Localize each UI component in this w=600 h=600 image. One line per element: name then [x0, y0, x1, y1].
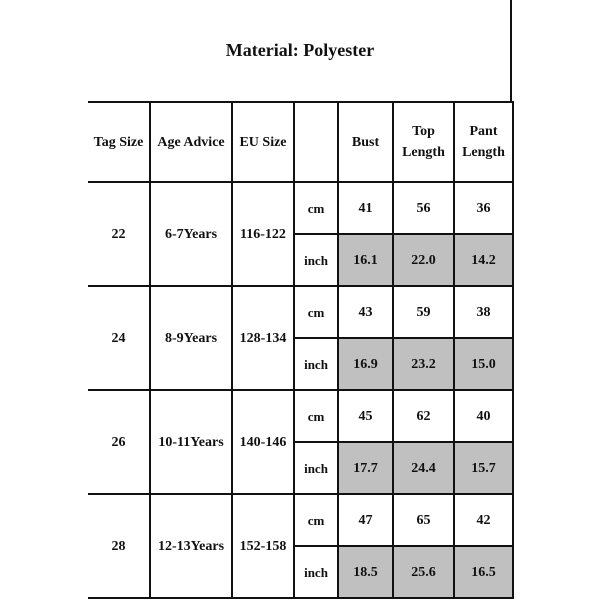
- unit-cm-cell: cm: [293, 389, 339, 443]
- header-top-length-line1: Top: [412, 124, 435, 139]
- header-top-length-line2: Length: [402, 145, 445, 160]
- top-length-inch-cell: 23.2: [392, 337, 455, 391]
- size-chart-table: Tag Size Age Advice EU Size Bust Top Leng…: [88, 101, 514, 599]
- bust-cm-cell: 41: [337, 181, 394, 235]
- bust-inch-cell: 16.9: [337, 337, 394, 391]
- pant-length-cm-cell: 36: [453, 181, 514, 235]
- header-top-length: Top Length: [392, 101, 455, 183]
- bust-cm-cell: 43: [337, 285, 394, 339]
- pant-length-inch-cell: 16.5: [453, 545, 514, 599]
- size-row-inch: inch 17.7 24.4 15.7: [88, 441, 514, 495]
- top-length-cm-cell: 56: [392, 181, 455, 235]
- eu-size-cell: 116-122: [231, 181, 295, 287]
- pant-length-inch-cell: 14.2: [453, 233, 514, 287]
- size-row-cm: 22 6-7Years 116-122 cm 41 56 36: [88, 181, 514, 287]
- pant-length-cm-cell: 40: [453, 389, 514, 443]
- header-pant-length: Pant Length: [453, 101, 514, 183]
- header-pant-length-line1: Pant: [469, 124, 498, 139]
- right-border: [510, 0, 512, 102]
- top-length-inch-cell: 22.0: [392, 233, 455, 287]
- tag-size-cell: 24: [88, 285, 151, 391]
- unit-inch-cell: inch: [293, 337, 339, 391]
- bust-inch-cell: 17.7: [337, 441, 394, 495]
- bust-inch-cell: 18.5: [337, 545, 394, 599]
- pant-length-inch-cell: 15.0: [453, 337, 514, 391]
- header-tag-size: Tag Size: [88, 101, 151, 183]
- unit-inch-cell: inch: [293, 441, 339, 495]
- unit-cm-cell: cm: [293, 181, 339, 235]
- top-length-cm-cell: 59: [392, 285, 455, 339]
- header-eu-size: EU Size: [231, 101, 295, 183]
- unit-cm-cell: cm: [293, 285, 339, 339]
- top-length-inch-cell: 25.6: [392, 545, 455, 599]
- age-advice-cell: 8-9Years: [149, 285, 233, 391]
- eu-size-cell: 140-146: [231, 389, 295, 495]
- material-title: Material: Polyester: [225, 40, 375, 60]
- eu-size-cell: 152-158: [231, 493, 295, 599]
- top-length-inch-cell: 24.4: [392, 441, 455, 495]
- tag-size-cell: 28: [88, 493, 151, 599]
- size-row-cm: 24 8-9Years 128-134 cm 43 59 38: [88, 285, 514, 391]
- size-row-cm: 26 10-11Years 140-146 cm 45 62 40: [88, 389, 514, 495]
- bust-cm-cell: 47: [337, 493, 394, 547]
- unit-inch-cell: inch: [293, 233, 339, 287]
- size-row-inch: inch 18.5 25.6 16.5: [88, 545, 514, 599]
- header-age-advice: Age Advice: [149, 101, 233, 183]
- pant-length-inch-cell: 15.7: [453, 441, 514, 495]
- unit-inch-cell: inch: [293, 545, 339, 599]
- age-advice-cell: 6-7Years: [149, 181, 233, 287]
- age-advice-cell: 10-11Years: [149, 389, 233, 495]
- pant-length-cm-cell: 42: [453, 493, 514, 547]
- top-length-cm-cell: 62: [392, 389, 455, 443]
- header-unit: [293, 101, 339, 183]
- size-row-cm: 28 12-13Years 152-158 cm 47 65 42: [88, 493, 514, 599]
- header-row: Tag Size Age Advice EU Size Bust Top Leng…: [88, 101, 514, 183]
- top-length-cm-cell: 65: [392, 493, 455, 547]
- pant-length-cm-cell: 38: [453, 285, 514, 339]
- age-advice-cell: 12-13Years: [149, 493, 233, 599]
- eu-size-cell: 128-134: [231, 285, 295, 391]
- header-pant-length-line2: Length: [462, 145, 505, 160]
- bust-cm-cell: 45: [337, 389, 394, 443]
- unit-cm-cell: cm: [293, 493, 339, 547]
- bust-inch-cell: 16.1: [337, 233, 394, 287]
- header-bust: Bust: [337, 101, 394, 183]
- size-row-inch: inch 16.1 22.0 14.2: [88, 233, 514, 287]
- tag-size-cell: 22: [88, 181, 151, 287]
- size-row-inch: inch 16.9 23.2 15.0: [88, 337, 514, 391]
- tag-size-cell: 26: [88, 389, 151, 495]
